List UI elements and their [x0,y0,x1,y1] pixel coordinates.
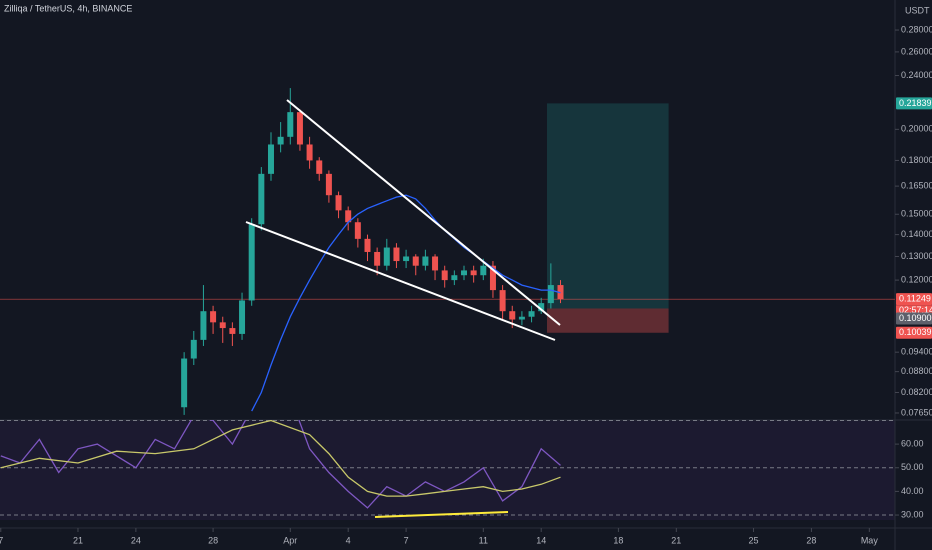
candle-body [538,303,545,312]
time-tick-label: 18 [613,535,623,545]
candle-body [296,112,303,145]
time-tick-label: May [861,535,879,545]
candle-body [239,300,246,334]
time-tick-label: 4 [346,535,351,545]
price-tick-label: 0.26000 [901,46,932,56]
price-tick-label: 0.08800 [901,366,932,376]
candle-body [451,275,458,281]
time-tick-label: 14 [536,535,546,545]
rsi-plot [0,420,895,516]
target-price-label-bg [896,97,932,110]
rsi-line [0,420,561,509]
candle-body [248,224,255,301]
candle-body [480,265,487,276]
candle-body [509,311,516,320]
time-tick-label: 21 [671,535,681,545]
candle-body [200,311,207,340]
price-tick-label: 0.28000 [901,24,932,34]
current-price-label: 0.11249 [899,294,931,304]
symbol-title: Zilliqa / TetherUS, 4h, BINANCE [4,3,132,13]
rsi-ma [0,420,561,497]
current-price-label-bg [896,293,932,306]
price-tick-label: 0.18000 [901,155,932,165]
candle-body [383,247,390,266]
price-tick-label: 0.09400 [901,347,932,357]
candle-body [306,144,313,161]
candle-body [470,270,477,276]
countdown-bg [896,305,932,317]
candle-body [374,251,381,266]
rsi-tick-label: 50.00 [901,462,924,472]
trendline-upper [286,99,561,326]
target-price-label: 0.21839 [899,98,932,108]
candle-body [489,265,496,291]
candle-body [229,328,236,334]
candle-body [499,290,506,312]
loss-zone [546,308,669,333]
drawings [245,99,561,341]
candle-body [210,311,217,323]
candle-body [412,256,419,266]
time-tick-label: Apr [283,535,297,545]
time-tick-label: 21 [73,535,83,545]
candle-body [190,339,197,359]
stop-price-label-bg [896,326,932,339]
entry-price-label-bg [896,312,932,325]
rsi-tick-label: 60.00 [901,438,924,448]
price-tick-label: 0.24000 [901,70,932,80]
candle-body [461,270,468,276]
candle-body [393,247,400,262]
profit-zone [546,103,669,309]
candle-body [441,270,448,281]
price-tick-label: 0.20000 [901,124,932,134]
entry-price-label: 0.10900 [899,313,932,323]
candle-body [277,136,284,145]
price-tick-label: 0.16500 [901,180,932,190]
candle-body [316,160,323,174]
stop-price-label: 0.10039 [899,327,932,337]
time-tick-label: 28 [208,535,218,545]
candle-body [432,256,439,271]
price-tick-label: 0.07650 [901,407,932,417]
rsi-pane [0,420,895,520]
candle-body [181,358,188,408]
divergence-line [374,511,509,518]
axes: 0.28000 0.26000 0.24000 0.20000 0.18000 0.165… [0,24,932,545]
candle-body [325,173,332,196]
time-tick-label: 7 [0,535,3,545]
price-tick-label: 0.08200 [901,387,932,397]
price-tick-label: 0.13000 [901,251,932,261]
time-tick-label: 28 [806,535,816,545]
candle-body [528,311,535,317]
candle-body [547,285,554,304]
time-tick-label: 24 [131,535,141,545]
rsi-tick-label: 30.00 [901,509,924,519]
time-tick-label: 25 [749,535,759,545]
time-tick-label: 11 [479,535,488,545]
currency-label: USDT [905,5,930,15]
candle-body [335,195,342,211]
candle-body [354,222,361,239]
trendline-lower [245,221,556,341]
rsi-tick-label: 40.00 [901,486,924,496]
price-pane [0,88,895,415]
candle-body [258,173,265,225]
price-tick-label: 0.15000 [901,209,932,219]
time-tick-label: 7 [404,535,409,545]
moving-average [251,194,561,412]
price-tick-label: 0.14000 [901,229,932,239]
candle-body [219,322,226,329]
candle-body [403,256,410,262]
candle-body [287,112,294,137]
candle-body [422,256,429,266]
candle-body [345,210,352,223]
candle-body [364,238,371,252]
price-tick-label: 0.12000 [901,274,932,284]
countdown: 02:57:14 [899,305,932,315]
candle-body [267,144,274,174]
candle-body [518,316,525,320]
